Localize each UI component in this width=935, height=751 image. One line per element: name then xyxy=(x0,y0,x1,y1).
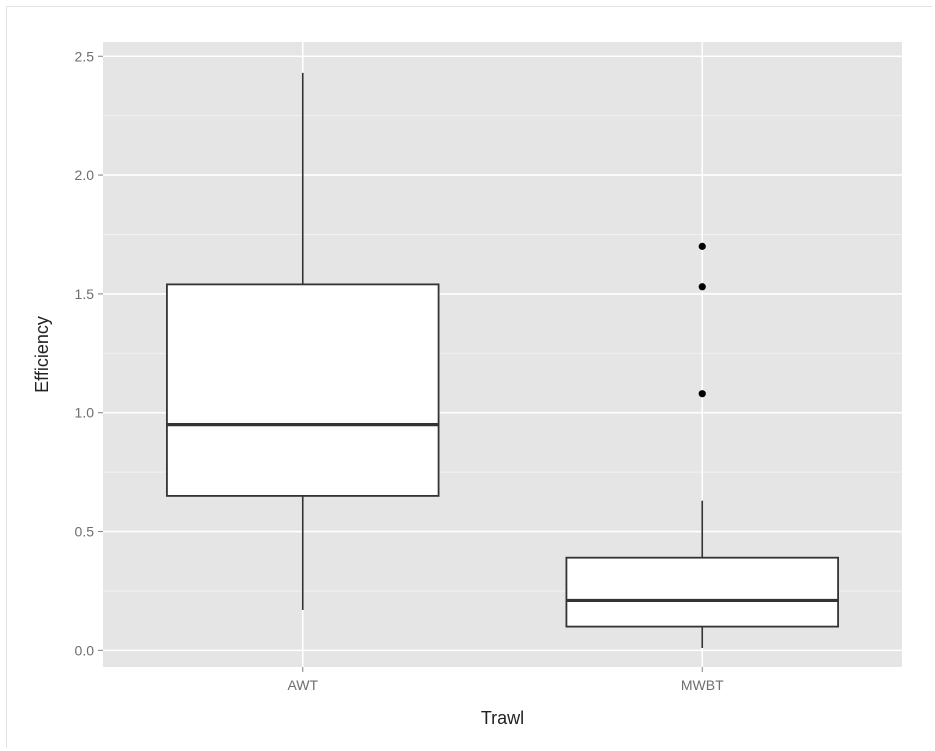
y-tick-label: 2.5 xyxy=(75,48,95,64)
y-tick-label: 2.0 xyxy=(75,167,95,183)
y-tick-label: 1.5 xyxy=(75,286,95,302)
box-iqr xyxy=(565,556,839,628)
outlier-point xyxy=(698,390,706,398)
y-axis-title: Efficiency xyxy=(32,316,52,393)
y-axis: 0.0 0.5 1.0 1.5 2.0 2.5 xyxy=(75,48,103,658)
x-axis: AWT MWBT xyxy=(287,667,724,693)
box-awt xyxy=(166,72,440,610)
outlier-point xyxy=(698,242,706,250)
box-series xyxy=(166,72,839,648)
box-mwbt xyxy=(565,242,839,648)
x-tick-label: AWT xyxy=(287,677,318,693)
y-tick-label: 0.5 xyxy=(75,524,95,540)
box-iqr xyxy=(166,283,440,497)
y-tick-label: 0.0 xyxy=(75,642,95,658)
x-axis-title: Trawl xyxy=(481,708,524,728)
x-tick-label: MWBT xyxy=(681,677,724,693)
outlier-point xyxy=(698,283,706,291)
y-tick-label: 1.0 xyxy=(75,405,95,421)
